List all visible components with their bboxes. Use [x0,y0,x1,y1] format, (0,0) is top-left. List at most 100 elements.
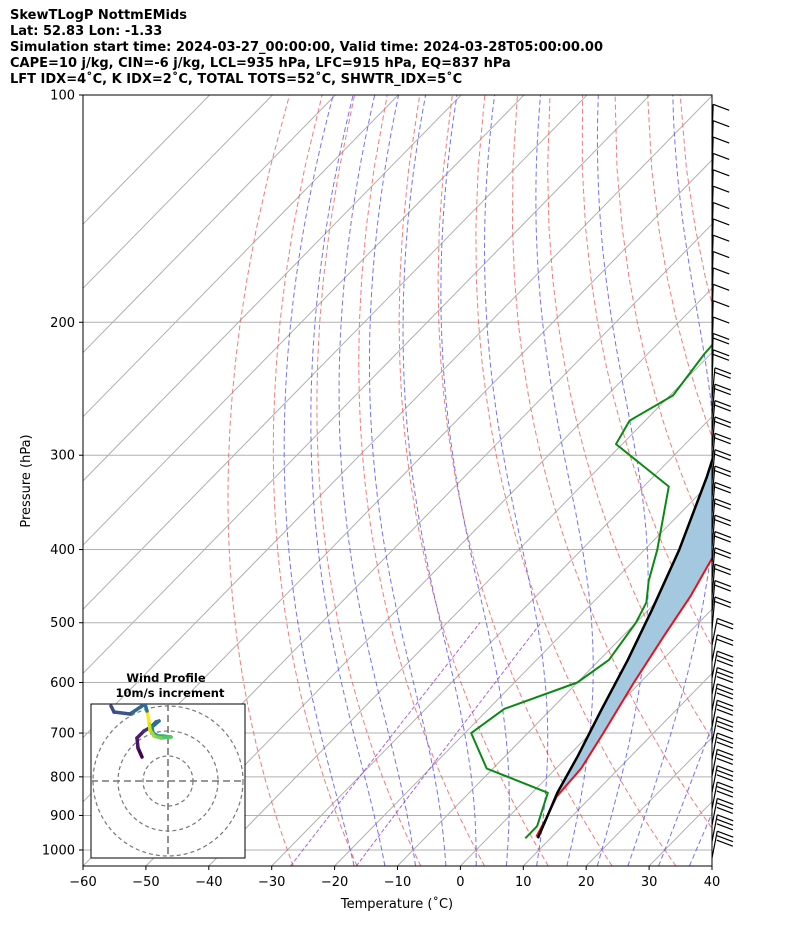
wind-barb [711,514,732,548]
x-tick-label: −10 [384,875,411,890]
wind-barb [711,530,732,564]
moist-adiabat [483,95,549,866]
parcel-profile [536,456,712,839]
wind-barb [711,781,734,810]
isotherm-line [83,95,210,225]
moist-adiabat [720,95,794,866]
moist-adiabat [338,95,416,866]
wind-barb [711,563,732,597]
isotherm-line [83,95,399,418]
isotherm-line [145,287,712,866]
isotherm-line [271,415,712,866]
chart-header: SkewTLogP NottmEMids Lat: 52.83 Lon: -1.… [10,8,603,88]
wind-barb [711,432,732,466]
isotherm-line [648,801,712,866]
hodograph-trace [112,710,132,716]
cape-area [536,460,712,839]
hodograph-trace [109,704,116,714]
dry-adiabat [713,95,794,866]
x-tick-label: −30 [258,875,285,890]
y-axis-label: Pressure (hPa) [19,434,34,527]
isotherm-line [711,865,712,866]
dry-adiabat [778,95,794,866]
moist-adiabat [283,95,355,866]
isotherm-line [83,95,588,610]
hodograph-inset: Wind Profile 10m/s increment [90,671,246,859]
moist-adiabat [658,724,712,866]
wind-barb [711,416,732,449]
wind-barb [711,547,732,580]
isotherm-line [334,480,712,866]
x-tick-label: −50 [132,875,159,890]
x-tick-label: 20 [578,875,595,890]
moist-adiabat [369,95,447,866]
dry-adiabat [475,95,677,866]
dry-adiabat [358,95,485,866]
moist-adiabat [596,95,649,866]
mixing-ratio-line [290,622,481,866]
isotherm-line [208,351,712,866]
dry-adiabat [227,95,294,866]
hodograph-trace [128,704,147,716]
index-line: LFT IDX=4˚C, K IDX=2˚C, TOTAL TOTS=52˚C,… [10,72,463,87]
y-tick-label: 500 [50,616,75,631]
isotherm-line [522,672,712,866]
y-tick-label: 1000 [42,844,75,859]
y-tick-label: 900 [50,809,75,824]
isotherm-line [83,95,273,290]
moist-adiabat [440,95,510,866]
y-tick-label: 700 [50,727,75,742]
wind-barb [711,797,734,826]
dewpoint-profile [470,343,712,839]
dry-adiabat [511,95,712,830]
wind-barb [711,400,732,433]
dry-adiabat [272,95,358,866]
y-tick-label: 100 [50,89,75,104]
x-tick-label: −20 [321,875,348,890]
hodograph-subtitle: 10m/s increment [116,686,225,700]
chart-title: SkewTLogP NottmEMids [10,8,188,23]
x-axis-label: Temperature (˚C) [340,896,453,912]
wind-barb [711,349,730,384]
location-line: Lat: 52.83 Lon: -1.33 [10,24,163,39]
wind-barb [711,683,734,711]
isotherm-line [83,95,336,354]
x-tick-label: 10 [515,875,532,890]
dry-adiabat [745,95,794,866]
y-tick-label: 800 [50,770,75,785]
wind-barb [711,699,734,728]
isotherm-line [83,95,525,546]
x-tick-label: 30 [641,875,658,890]
moist-adiabat [310,95,386,866]
dry-adiabat [614,95,712,549]
y-tick-label: 300 [50,449,75,464]
wind-barb [711,650,734,679]
temperature-profile [535,556,712,838]
wind-barb [711,732,734,760]
moist-adiabat [627,95,712,866]
cape-line: CAPE=10 j/kg, CIN=-6 j/kg, LCL=935 hPa, … [10,56,511,71]
dry-adiabat [679,95,712,306]
wind-barb [711,498,732,531]
moist-adiabat [535,95,594,866]
wind-barb [711,449,732,482]
wind-barb [711,634,734,662]
moist-adiabat [402,95,477,866]
y-tick-label: 200 [50,316,75,331]
y-tick-label: 600 [50,676,75,691]
isotherm-line [397,544,712,866]
x-tick-label: 40 [704,875,721,890]
x-tick-label: 0 [456,875,464,890]
wind-barb [711,596,732,629]
wind-barb [711,765,734,793]
dry-adiabat [581,95,712,648]
wind-barb [711,814,734,842]
wind-barb [711,830,734,859]
wind-barb [711,383,732,417]
dry-adiabat [398,95,549,866]
wind-barb [711,667,734,695]
wind-barb [711,465,732,499]
hodograph-title: Wind Profile [126,671,206,685]
wind-barb [711,367,732,400]
